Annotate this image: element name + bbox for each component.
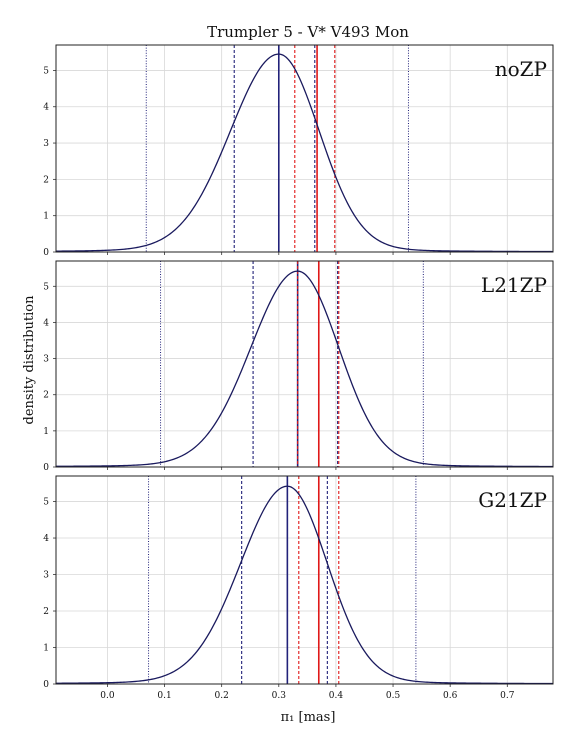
density-curve bbox=[55, 485, 553, 685]
panel-label: noZP bbox=[495, 57, 547, 81]
panel-label: G21ZP bbox=[478, 488, 547, 512]
panel-frame bbox=[55, 260, 554, 468]
y-tick-label: 4 bbox=[43, 534, 49, 544]
chart-title: Trumpler 5 - V* V493 Mon bbox=[207, 23, 409, 41]
y-tick-label: 1 bbox=[43, 644, 49, 654]
y-tick-label: 2 bbox=[43, 175, 49, 185]
x-axis-label: π₁ [mas] bbox=[281, 710, 336, 725]
y-tick-label: 5 bbox=[43, 66, 49, 76]
y-tick-label: 5 bbox=[43, 498, 49, 508]
panel-frame bbox=[55, 475, 554, 685]
density-curve bbox=[55, 270, 554, 468]
x-tick-label: 0.3 bbox=[272, 691, 287, 701]
y-tick-label: 5 bbox=[43, 282, 49, 292]
x-tick-label: 0.4 bbox=[329, 691, 344, 701]
y-tick-label: 3 bbox=[43, 571, 49, 581]
y-tick-label: 3 bbox=[43, 355, 49, 365]
panel-label: L21ZP bbox=[481, 273, 547, 297]
y-tick-label: 0 bbox=[43, 680, 49, 690]
y-tick-label: 3 bbox=[43, 139, 49, 149]
y-tick-label: 2 bbox=[43, 607, 49, 617]
y-tick-label: 1 bbox=[43, 212, 49, 222]
panel-L21ZP: 0 1 2 3 4 5 L21ZP bbox=[43, 260, 554, 473]
y-tick-label: 0 bbox=[43, 463, 49, 473]
plot-area bbox=[56, 476, 553, 684]
panel-frame bbox=[55, 44, 554, 253]
x-tick-label: 0.1 bbox=[157, 691, 171, 701]
panel-noZP: 0 1 2 3 4 5 noZP bbox=[43, 44, 554, 258]
x-tick-label: 0.2 bbox=[215, 691, 229, 701]
x-tick-label: 0.7 bbox=[500, 691, 515, 701]
y-axis-label: density distribution bbox=[22, 295, 37, 425]
plot-area bbox=[56, 261, 553, 467]
x-tick-label: 0.5 bbox=[386, 691, 401, 701]
x-tick-label: 0.0 bbox=[100, 691, 115, 701]
y-tick-label: 0 bbox=[43, 248, 49, 258]
y-tick-label: 4 bbox=[43, 318, 49, 328]
y-tick-label: 1 bbox=[43, 427, 49, 437]
plot-area bbox=[56, 45, 553, 252]
density-curve bbox=[55, 53, 554, 253]
y-tick-label: 4 bbox=[43, 103, 49, 113]
panel-G21ZP: 0.0 0.1 0.2 0.3 0.4 0.5 0.6 0.7 0 1 2 3 4 5 G21ZP bbox=[43, 475, 554, 701]
x-tick-label: 0.6 bbox=[443, 691, 458, 701]
y-tick-label: 2 bbox=[43, 391, 49, 401]
